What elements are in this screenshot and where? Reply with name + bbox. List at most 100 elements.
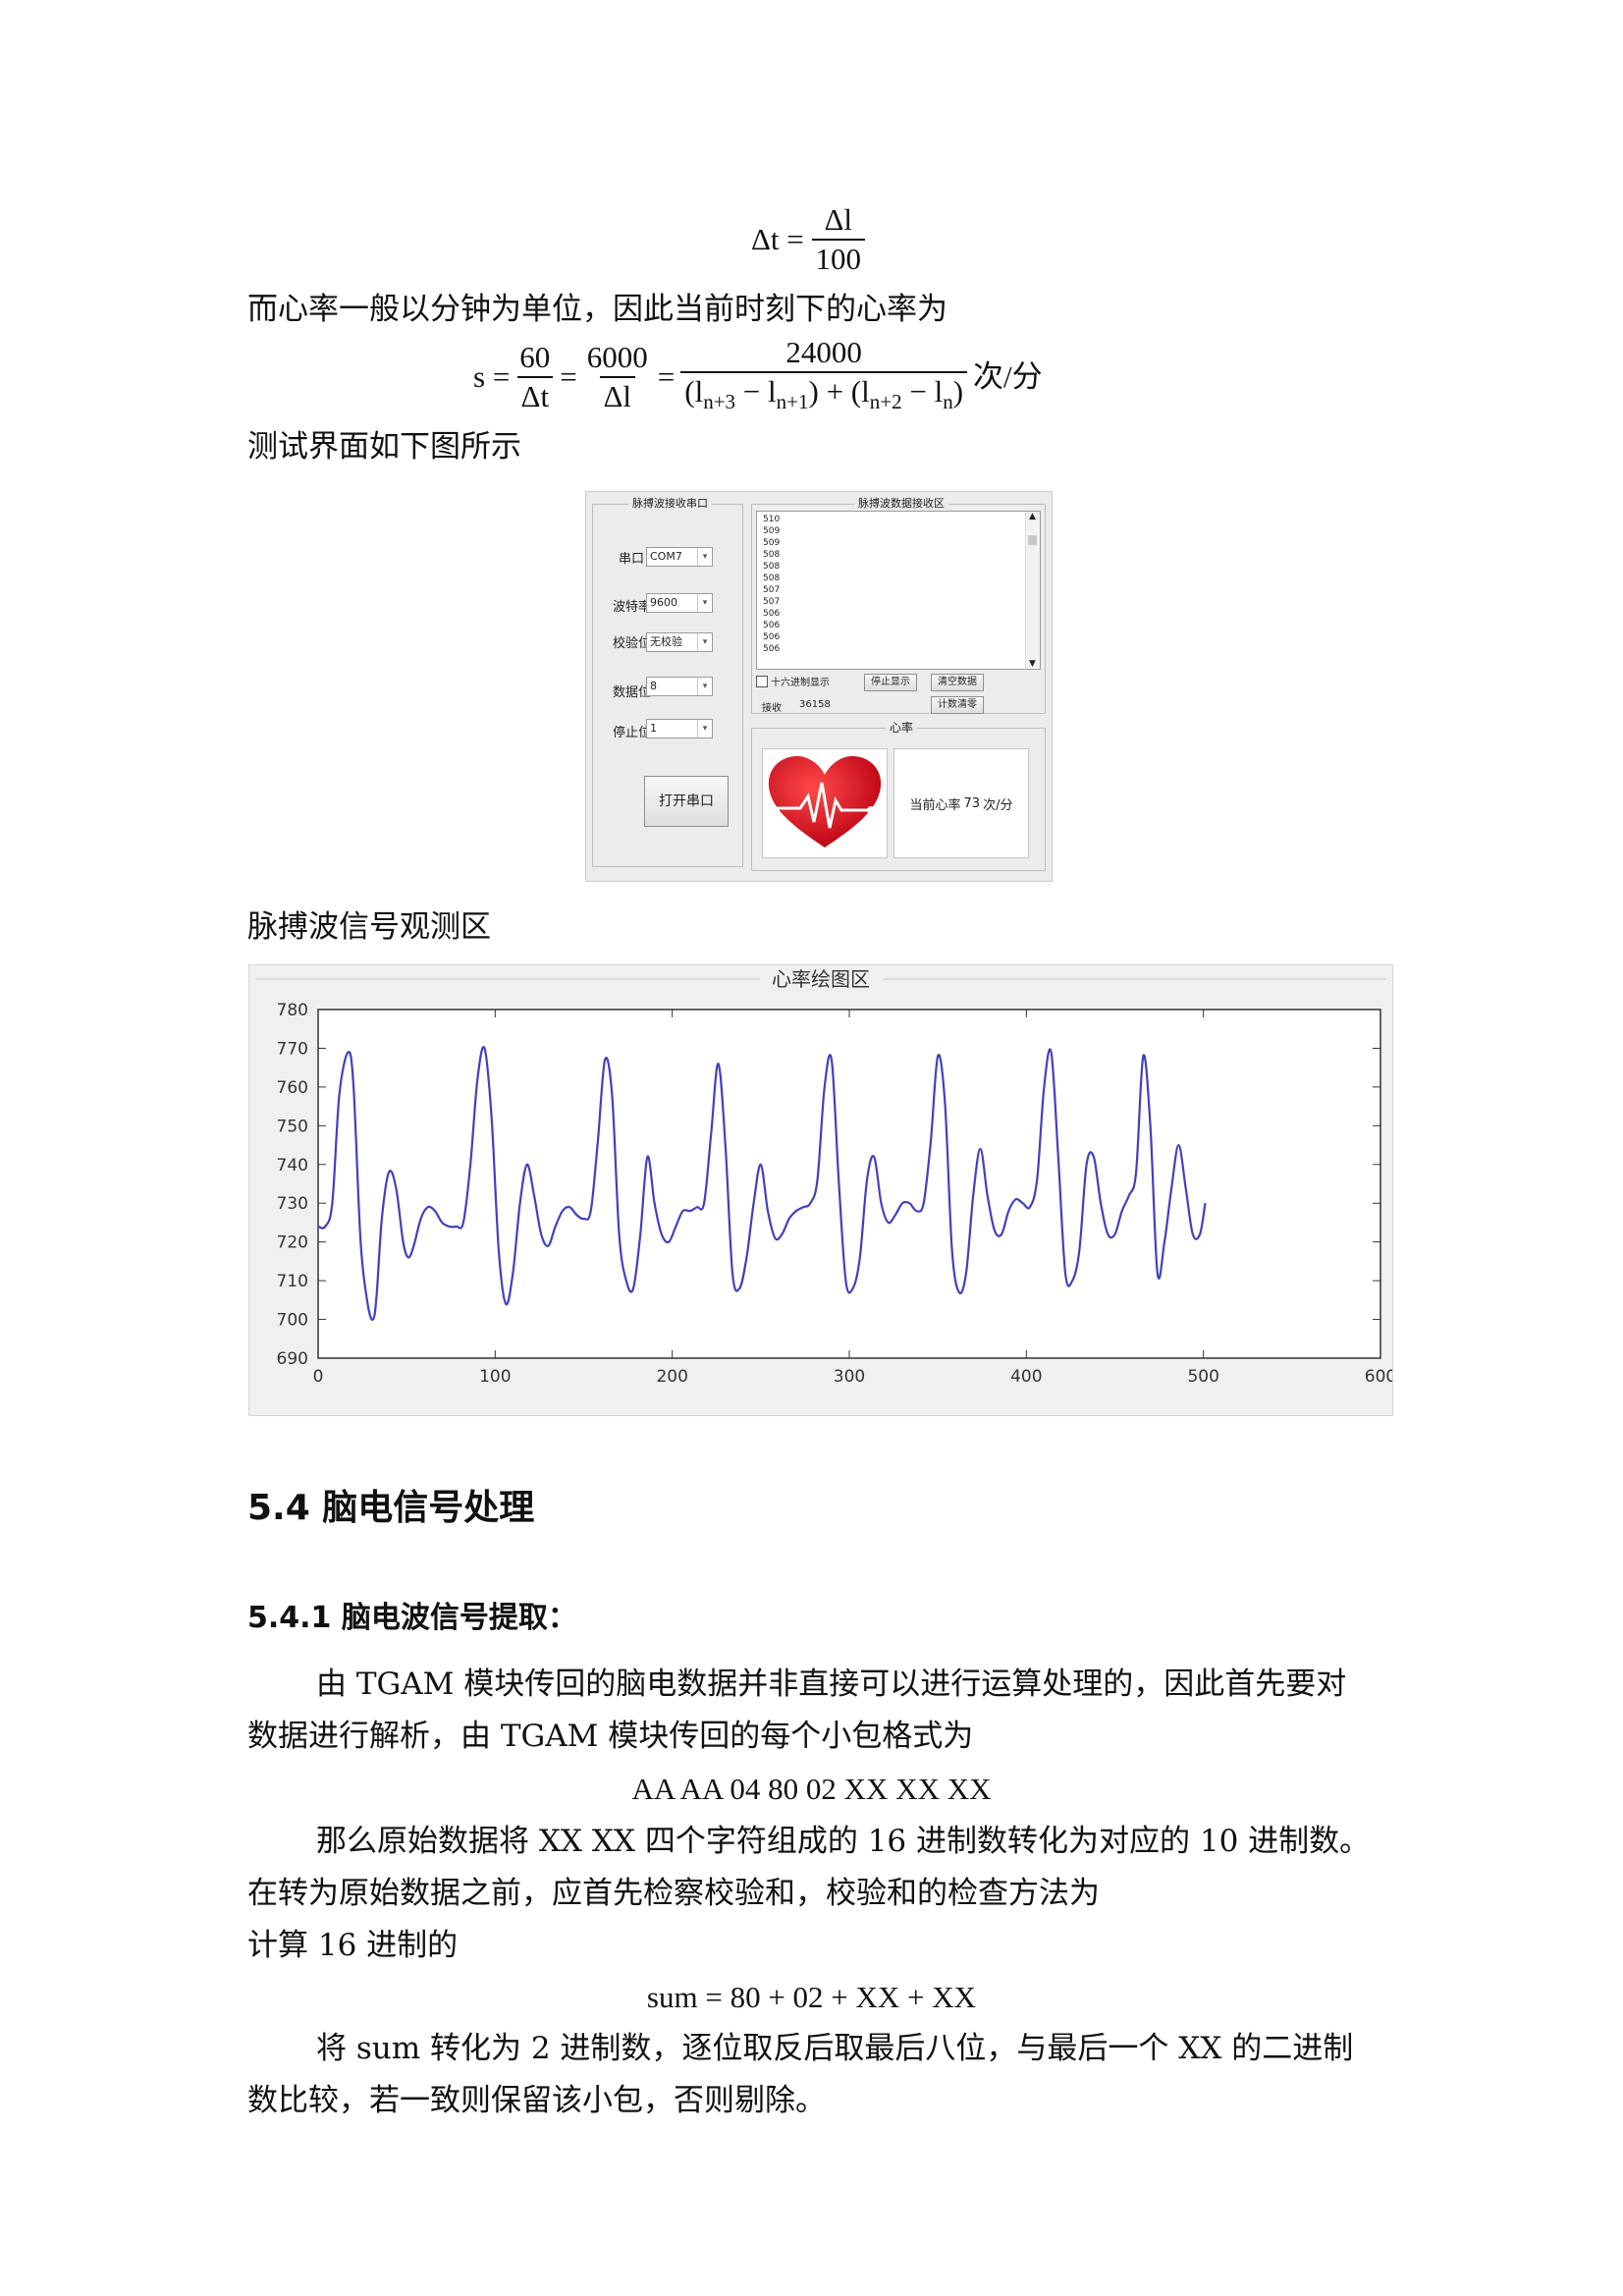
serial-port-group: 脉搏波接收串口 串口 COM7 ▾ 波特率 9600 ▾ 校验位 无校验 ▾ 数… bbox=[592, 497, 743, 867]
x-tick-label: 500 bbox=[1187, 1367, 1218, 1387]
paragraph-convert-line1: 那么原始数据将 XX XX 四个字符组成的 16 进制数转化为对应的 10 进制… bbox=[316, 1824, 1371, 1859]
heart-rate-group: 心率 当前心率 73 次/分 bbox=[751, 721, 1046, 871]
stop-display-button[interactable]: 停止显示 bbox=[864, 674, 917, 691]
open-port-button[interactable]: 打开串口 bbox=[644, 776, 729, 827]
list-item[interactable]: 509 bbox=[763, 538, 781, 548]
list-scrollbar[interactable]: ▲ ▼ bbox=[1025, 512, 1040, 669]
y-tick-label: 740 bbox=[277, 1156, 308, 1175]
x-tick-label: 100 bbox=[479, 1367, 511, 1387]
y-tick-label: 710 bbox=[277, 1272, 308, 1291]
formula-delta-t-fraction: Δl 100 bbox=[811, 201, 866, 278]
y-tick-label: 770 bbox=[277, 1039, 308, 1059]
fraction-denominator: Δl bbox=[599, 376, 636, 415]
section-heading-5-4-1: 5.4.1 脑电波信号提取： bbox=[247, 1601, 577, 1635]
list-item[interactable]: 507 bbox=[763, 585, 781, 595]
y-tick-label: 760 bbox=[277, 1078, 308, 1098]
paragraph-ui-intro: 测试界面如下图所示 bbox=[247, 429, 521, 465]
fraction-denominator: 100 bbox=[811, 239, 866, 278]
fraction-numerator: 60 bbox=[519, 340, 551, 375]
x-tick-label: 400 bbox=[1010, 1367, 1042, 1387]
receive-label: 接收 bbox=[762, 703, 782, 714]
paragraph-tgam-line2: 数据进行解析，由 TGAM 模块传回的每个小包格式为 bbox=[247, 1719, 974, 1754]
equals-sign: = bbox=[560, 359, 577, 395]
receive-group-title: 脉搏波数据接收区 bbox=[854, 497, 948, 511]
port-select[interactable]: COM7 ▾ bbox=[646, 547, 713, 567]
parity-label: 校验位 bbox=[613, 636, 652, 651]
received-data-list[interactable]: 510 509 509 508 508 508 507 507 506 506 506 506 ▲ ▼ bbox=[756, 511, 1041, 670]
fraction-denominator: (ln+3 − ln+1) + (ln+2 − ln) bbox=[680, 371, 968, 420]
fraction-60-dt: 60 Δt bbox=[515, 339, 554, 415]
heart-rate-value: 73 bbox=[963, 795, 981, 811]
heart-rate-display: 当前心率 73 次/分 bbox=[893, 748, 1029, 858]
section-heading-5-4: 5.4 脑电信号处理 bbox=[247, 1488, 535, 1528]
plot-area bbox=[317, 1009, 1381, 1359]
paragraph-heart-rate: 而心率一般以分钟为单位，因此当前时刻下的心率为 bbox=[247, 292, 947, 327]
chart-title: 心率绘图区 bbox=[772, 967, 870, 991]
paragraph-convert-line3: 计算 16 进制的 bbox=[247, 1928, 459, 1963]
equals-sign: = bbox=[657, 359, 676, 395]
list-item[interactable]: 506 bbox=[763, 632, 781, 642]
list-item[interactable]: 506 bbox=[763, 609, 781, 619]
fraction-numerator: 24000 bbox=[785, 335, 862, 369]
received-data-rows: 510 509 509 508 508 508 507 507 506 506 506 506 bbox=[757, 512, 1040, 655]
parity-select-value: 无校验 bbox=[650, 635, 682, 648]
formula-delta-t: Δt = Δl 100 bbox=[751, 201, 866, 278]
scroll-down-icon[interactable]: ▼ bbox=[1029, 659, 1036, 669]
paragraph-sum-line1: 将 sum 转化为 2 进制数，逐位取反后取最后八位，与最后一个 XX 的二进制 bbox=[316, 2031, 1354, 2066]
formula-heart-rate: s = 60 Δt = 6000 Δl = 24000 (ln+3 − ln+1… bbox=[473, 334, 1043, 420]
list-item[interactable]: 506 bbox=[763, 621, 781, 630]
baud-select[interactable]: 9600 ▾ bbox=[646, 593, 713, 613]
port-select-value: COM7 bbox=[650, 550, 682, 563]
y-tick-label: 780 bbox=[277, 1001, 308, 1020]
parity-select[interactable]: 无校验 ▾ bbox=[646, 632, 713, 652]
sum-formula: sum = 80 + 02 + XX + XX bbox=[646, 1980, 977, 2014]
list-item[interactable]: 509 bbox=[763, 526, 781, 536]
packet-format: AA AA 04 80 02 XX XX XX bbox=[631, 1772, 992, 1806]
heart-rate-chart: 心率绘图区 690 700 710 720 730 740 750 760 770 780 0 100… bbox=[255, 967, 1396, 1387]
formula-heart-rate-lhs: s = bbox=[473, 359, 511, 395]
paragraph-sum-line2: 数比较，若一致则保留该小包，否则剔除。 bbox=[247, 2083, 826, 2118]
formula-delta-t-lhs: Δt = bbox=[751, 222, 804, 256]
chevron-down-icon: ▾ bbox=[697, 720, 712, 738]
serial-port-group-title: 脉搏波接收串口 bbox=[628, 497, 712, 511]
list-item[interactable]: 507 bbox=[763, 597, 781, 607]
scroll-up-icon[interactable]: ▲ bbox=[1029, 512, 1036, 521]
heart-icon bbox=[768, 756, 882, 847]
chevron-down-icon: ▾ bbox=[697, 678, 712, 695]
heart-rate-chart-panel: 心率绘图区 690 700 710 720 730 740 750 760 770 780 0 100… bbox=[248, 964, 1396, 1416]
heart-image-frame bbox=[762, 748, 888, 858]
hex-display-checkbox[interactable] bbox=[756, 675, 768, 687]
x-tick-label: 0 bbox=[313, 1367, 324, 1387]
formula-unit: 次/分 bbox=[973, 359, 1043, 394]
hex-display-label: 十六进制显示 bbox=[771, 678, 830, 688]
y-tick-label: 700 bbox=[277, 1311, 308, 1331]
scroll-thumb[interactable] bbox=[1028, 535, 1037, 545]
databits-select[interactable]: 8 ▾ bbox=[646, 677, 713, 696]
chevron-down-icon: ▾ bbox=[697, 633, 712, 651]
list-item[interactable]: 506 bbox=[763, 644, 781, 654]
clear-data-button[interactable]: 清空数据 bbox=[931, 674, 984, 691]
fraction-denominator: Δt bbox=[516, 376, 554, 415]
list-item[interactable]: 508 bbox=[763, 550, 781, 560]
fraction-numerator: Δl bbox=[824, 202, 853, 237]
x-tick-label: 600 bbox=[1365, 1367, 1392, 1387]
serial-test-window: 脉搏波接收串口 串口 COM7 ▾ 波特率 9600 ▾ 校验位 无校验 ▾ 数… bbox=[585, 491, 1053, 882]
stopbits-select-value: 1 bbox=[650, 722, 657, 735]
receive-group: 脉搏波数据接收区 510 509 509 508 508 508 507 507 506 506 5… bbox=[751, 497, 1046, 714]
y-tick-label: 730 bbox=[277, 1194, 308, 1214]
databits-label: 数据位 bbox=[613, 685, 652, 700]
paragraph-observe: 脉搏波信号观测区 bbox=[247, 909, 491, 945]
databits-select-value: 8 bbox=[650, 680, 657, 692]
heart-rate-series-line bbox=[317, 1045, 1207, 1321]
list-item[interactable]: 508 bbox=[763, 562, 781, 572]
y-tick-label: 720 bbox=[277, 1233, 308, 1253]
reset-count-button[interactable]: 计数清零 bbox=[931, 696, 984, 714]
list-item[interactable]: 510 bbox=[763, 515, 781, 524]
chevron-down-icon: ▾ bbox=[697, 548, 712, 566]
paragraph-convert-line2: 在转为原始数据之前，应首先检察校验和，校验和的检查方法为 bbox=[247, 1876, 1100, 1911]
stopbits-label: 停止位 bbox=[613, 726, 652, 740]
stopbits-select[interactable]: 1 ▾ bbox=[646, 719, 713, 738]
list-item[interactable]: 508 bbox=[763, 574, 781, 583]
chevron-down-icon: ▾ bbox=[697, 594, 712, 612]
hex-display-checkbox-row[interactable]: 十六进制显示 bbox=[756, 674, 830, 688]
